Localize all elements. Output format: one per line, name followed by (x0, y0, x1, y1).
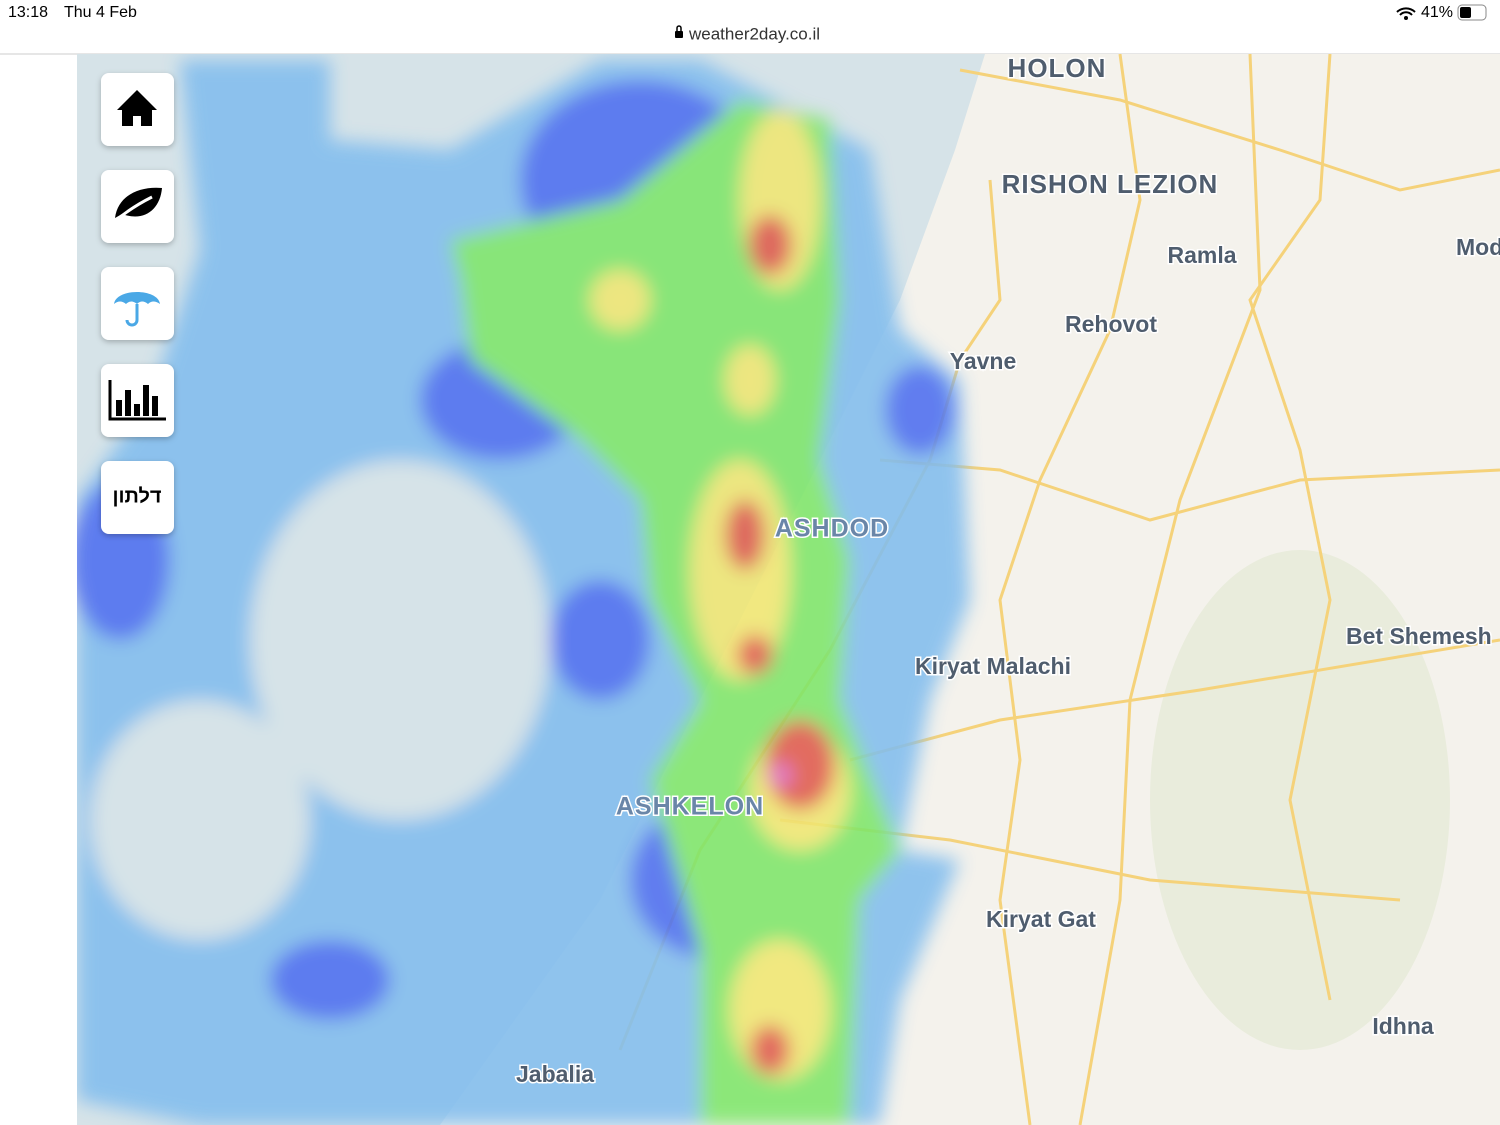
status-bar (0, 0, 1500, 54)
umbrella-handle (125, 304, 139, 327)
map-label: Bet Shemesh (1346, 623, 1492, 649)
map-label: RISHON LEZION (1002, 169, 1219, 199)
lock-shackle (676, 25, 682, 31)
leaf-vein (113, 195, 153, 224)
battery-level (1460, 7, 1471, 18)
map-label: Kiryat Gat (986, 906, 1096, 932)
chart-button[interactable] (101, 364, 174, 437)
map[interactable]: HOLON RISHON LEZION Ramla Mod Rehovot Ya… (70, 53, 1500, 1125)
url[interactable]: weather2day.co.il (688, 24, 820, 43)
sidebar: דלתון (101, 73, 174, 534)
wifi-icon (1396, 7, 1416, 16)
chart-icon (116, 385, 158, 416)
battery-percent: 41% (1421, 4, 1453, 21)
map-label: Yavne (950, 348, 1017, 374)
map-label: Rehovot (1065, 311, 1157, 337)
home-icon (117, 90, 157, 126)
map-label: ASHKELON (616, 793, 764, 821)
map-label: Mod (1456, 234, 1500, 260)
radar-overlay (77, 60, 970, 1125)
map-label: Jabalia (516, 1061, 594, 1087)
map-label: HOLON (1008, 53, 1107, 83)
map-label: ASHDOD (775, 515, 889, 543)
umbrella-icon (114, 292, 160, 304)
date: Thu 4 Feb (64, 4, 137, 21)
wifi-dot (1404, 16, 1408, 20)
time: 13:18 (8, 4, 48, 21)
chart-axis (108, 380, 166, 421)
battery-icon (1457, 4, 1487, 21)
lock-icon (675, 31, 683, 38)
button-label: דלתון (112, 485, 161, 507)
map-label: Ramla (1167, 242, 1236, 268)
terrain (1150, 550, 1450, 1050)
text-button[interactable] (101, 461, 174, 534)
map-label: Kiryat Malachi (915, 653, 1071, 679)
map-label: Idhna (1372, 1013, 1434, 1039)
